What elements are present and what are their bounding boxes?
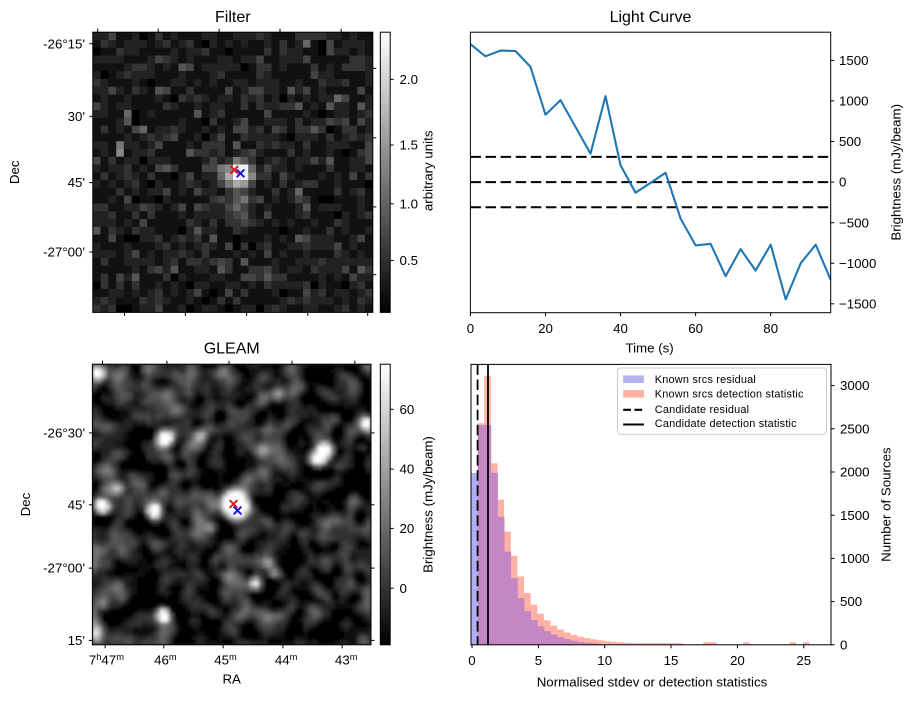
svg-text:46m: 46m (154, 652, 177, 668)
svg-text:0: 0 (467, 321, 474, 336)
svg-text:-26°30': -26°30' (43, 426, 85, 441)
svg-text:Candidate detection statistic: Candidate detection statistic (655, 418, 797, 430)
svg-text:0: 0 (840, 637, 847, 652)
svg-text:GLEAM: GLEAM (204, 341, 260, 358)
svg-text:Dec: Dec (18, 492, 33, 516)
svg-text:Known srcs residual: Known srcs residual (655, 374, 756, 386)
svg-text:1500: 1500 (840, 508, 870, 523)
svg-text:500: 500 (840, 594, 862, 609)
svg-text:15: 15 (664, 653, 679, 668)
svg-text:0: 0 (400, 581, 407, 596)
svg-text:43m: 43m (335, 652, 358, 668)
svg-text:0.5: 0.5 (400, 253, 419, 268)
svg-text:Brightness (mJy/beam): Brightness (mJy/beam) (889, 104, 904, 241)
svg-text:5: 5 (535, 653, 542, 668)
svg-text:2000: 2000 (840, 465, 870, 480)
svg-text:20: 20 (538, 321, 553, 336)
svg-text:Number of Sources: Number of Sources (879, 447, 894, 562)
svg-text:1.0: 1.0 (400, 196, 419, 211)
svg-text:60: 60 (688, 321, 703, 336)
svg-text:45m: 45m (214, 652, 237, 668)
svg-text:Light Curve: Light Curve (610, 9, 692, 26)
svg-text:Filter: Filter (215, 9, 251, 26)
svg-text:3000: 3000 (840, 378, 870, 393)
svg-text:20: 20 (400, 521, 415, 536)
svg-text:Brightness (mJy/beam): Brightness (mJy/beam) (420, 436, 435, 573)
svg-text:2500: 2500 (840, 421, 870, 436)
svg-text:40: 40 (613, 321, 628, 336)
svg-text:20: 20 (730, 653, 745, 668)
svg-text:25: 25 (796, 653, 811, 668)
svg-text:-26°15': -26°15' (43, 36, 85, 51)
svg-text:7h47m: 7h47m (89, 652, 124, 668)
svg-text:1000: 1000 (840, 551, 870, 566)
svg-text:−1500: −1500 (839, 296, 876, 311)
svg-text:-27°00': -27°00' (43, 561, 85, 576)
svg-text:1.5: 1.5 (400, 138, 419, 153)
svg-text:Candidate residual: Candidate residual (655, 404, 749, 416)
svg-text:1000: 1000 (839, 94, 869, 109)
svg-text:60: 60 (400, 402, 415, 417)
svg-text:−1000: −1000 (839, 256, 876, 271)
svg-text:Dec: Dec (7, 160, 22, 184)
svg-text:Normalised stdev or detection: Normalised stdev or detection statistics (537, 675, 768, 690)
svg-text:-27°00': -27°00' (43, 245, 85, 260)
svg-text:15': 15' (68, 633, 85, 648)
svg-text:2.0: 2.0 (400, 72, 419, 87)
svg-text:30': 30' (68, 109, 85, 124)
svg-text:Known srcs detection statistic: Known srcs detection statistic (655, 389, 804, 401)
svg-text:10: 10 (597, 653, 612, 668)
svg-text:0: 0 (839, 175, 846, 190)
svg-text:45': 45' (68, 497, 85, 512)
svg-text:−500: −500 (839, 215, 869, 230)
svg-text:80: 80 (763, 321, 778, 336)
svg-text:0: 0 (468, 653, 475, 668)
svg-text:RA: RA (222, 672, 241, 687)
svg-text:500: 500 (839, 134, 861, 149)
svg-text:Time (s): Time (s) (625, 341, 673, 356)
svg-text:45': 45' (68, 175, 85, 190)
svg-text:44m: 44m (275, 652, 298, 668)
svg-text:arbitrary units: arbitrary units (420, 130, 435, 211)
svg-text:40: 40 (400, 462, 415, 477)
svg-text:1500: 1500 (839, 53, 869, 68)
